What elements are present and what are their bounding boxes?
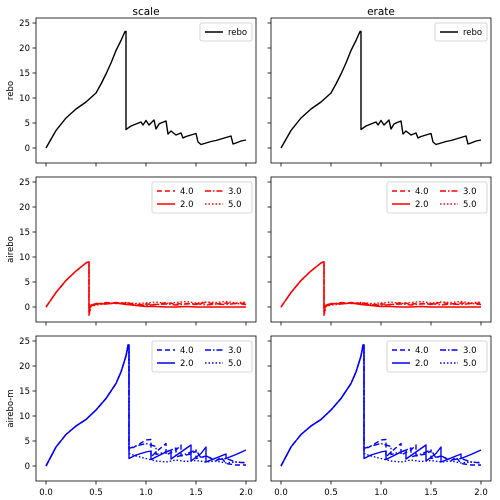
- series-group: [45, 261, 247, 317]
- y-tick-label: 20: [19, 44, 30, 54]
- series-group: [45, 344, 247, 467]
- panel-title: erate: [367, 6, 395, 18]
- series-line-5.0: [280, 346, 482, 467]
- y-tick-label: 5: [25, 278, 30, 288]
- legend-label: 3.0: [463, 187, 477, 197]
- panel-rebo-erate: erate rebo: [267, 6, 492, 167]
- x-tick-label: 0.0: [39, 488, 53, 498]
- panel-airebo-scale: 0 5 10 15 20 25 airebo 4.0 3.0 2.0 5.0: [6, 176, 257, 326]
- legend-box: [386, 181, 488, 214]
- legend-box: [199, 22, 253, 42]
- legend-label: 5.0: [463, 200, 477, 210]
- series-line-rebo: [45, 30, 247, 149]
- legend-label: 2.0: [180, 200, 194, 210]
- x-tick-label: 0.5: [324, 488, 338, 498]
- x-tick-label: 2.0: [239, 488, 253, 498]
- x-tick-label: 0.0: [274, 488, 288, 498]
- x-tick-label: 1.0: [374, 488, 388, 498]
- series-line-5.0: [280, 261, 482, 317]
- series-line-rebo: [280, 30, 482, 149]
- y-tick-label: 0: [25, 462, 30, 472]
- x-tick-label: 0.5: [89, 488, 103, 498]
- legend-label: 4.0: [180, 346, 194, 356]
- y-tick-label: 15: [19, 228, 30, 238]
- legend-label: 5.0: [228, 359, 242, 369]
- legend-box: [434, 22, 488, 42]
- series-line-2.0: [45, 344, 247, 467]
- series-line-5.0: [45, 346, 247, 467]
- y-tick-label: 15: [19, 69, 30, 79]
- y-tick-label: 5: [25, 119, 30, 129]
- panel-rebo-scale: 0 5 10 15 20 25 scale rebo rebo: [6, 6, 257, 167]
- series-group: [280, 30, 482, 149]
- series-line-2.0: [45, 261, 246, 312]
- y-tick-label: 20: [19, 362, 30, 372]
- y-tick-label: 15: [19, 387, 30, 397]
- legend: 4.0 3.0 2.0 5.0: [386, 340, 488, 373]
- legend-label: 3.0: [228, 187, 242, 197]
- legend-label: 4.0: [415, 346, 429, 356]
- legend-label: 5.0: [463, 359, 477, 369]
- series-line-2.0: [280, 344, 482, 467]
- legend-label: 5.0: [228, 200, 242, 210]
- series-line-5.0: [45, 261, 247, 317]
- panel-airebo-erate: 4.0 3.0 2.0 5.0: [267, 176, 492, 326]
- series-line-4.0: [280, 261, 482, 314]
- series-group: [280, 261, 482, 317]
- legend-label: 4.0: [415, 187, 429, 197]
- legend-label: rebo: [463, 28, 482, 38]
- panel-title: scale: [132, 6, 159, 18]
- y-tick-label: 0: [25, 144, 30, 154]
- x-tick-label: 1.0: [139, 488, 153, 498]
- panel-airebo-m-scale: 0 5 10 15 20 25 0.0 0.5 1.0 1.5 2.0 airebo-m 4.0 3.0 2…: [6, 335, 257, 498]
- y-tick-label: 25: [19, 337, 30, 347]
- series-line-4.0: [45, 346, 246, 467]
- y-tick-label: 25: [19, 19, 30, 29]
- legend-label: 3.0: [463, 346, 477, 356]
- legend-box: [151, 181, 253, 214]
- x-tick-label: 1.5: [189, 488, 203, 498]
- legend-label: 4.0: [180, 187, 194, 197]
- legend: rebo: [199, 22, 253, 42]
- series-line-4.0: [45, 261, 247, 314]
- series-group: [45, 30, 247, 149]
- legend-label: 2.0: [415, 359, 429, 369]
- legend-label: rebo: [228, 28, 247, 38]
- y-tick-label: 5: [25, 437, 30, 447]
- y-axis-label: airebo-m: [6, 389, 16, 427]
- y-tick-label: 25: [19, 178, 30, 188]
- x-tick-label: 1.5: [424, 488, 438, 498]
- legend: 4.0 3.0 2.0 5.0: [151, 181, 253, 214]
- legend: 4.0 3.0 2.0 5.0: [386, 181, 488, 214]
- legend-box: [386, 340, 488, 373]
- y-axis-label: rebo: [6, 81, 16, 100]
- x-tick-label: 2.0: [474, 488, 488, 498]
- legend-box: [151, 340, 253, 373]
- panel-airebo-m-erate: 0.0 0.5 1.0 1.5 2.0 4.0 3.0 2.0 5.0: [267, 335, 492, 498]
- legend-label: 3.0: [228, 346, 242, 356]
- series-group: [280, 344, 482, 467]
- y-axis-label: airebo: [6, 236, 16, 263]
- series-line-4.0: [280, 346, 481, 467]
- y-tick-label: 0: [25, 303, 30, 313]
- legend-label: 2.0: [415, 200, 429, 210]
- y-tick-label: 10: [19, 94, 30, 104]
- legend: rebo: [434, 22, 488, 42]
- legend: 4.0 3.0 2.0 5.0: [151, 340, 253, 373]
- series-line-2.0: [280, 261, 481, 312]
- y-tick-label: 10: [19, 412, 30, 422]
- y-tick-label: 20: [19, 203, 30, 213]
- legend-label: 2.0: [180, 359, 194, 369]
- y-tick-label: 10: [19, 253, 30, 263]
